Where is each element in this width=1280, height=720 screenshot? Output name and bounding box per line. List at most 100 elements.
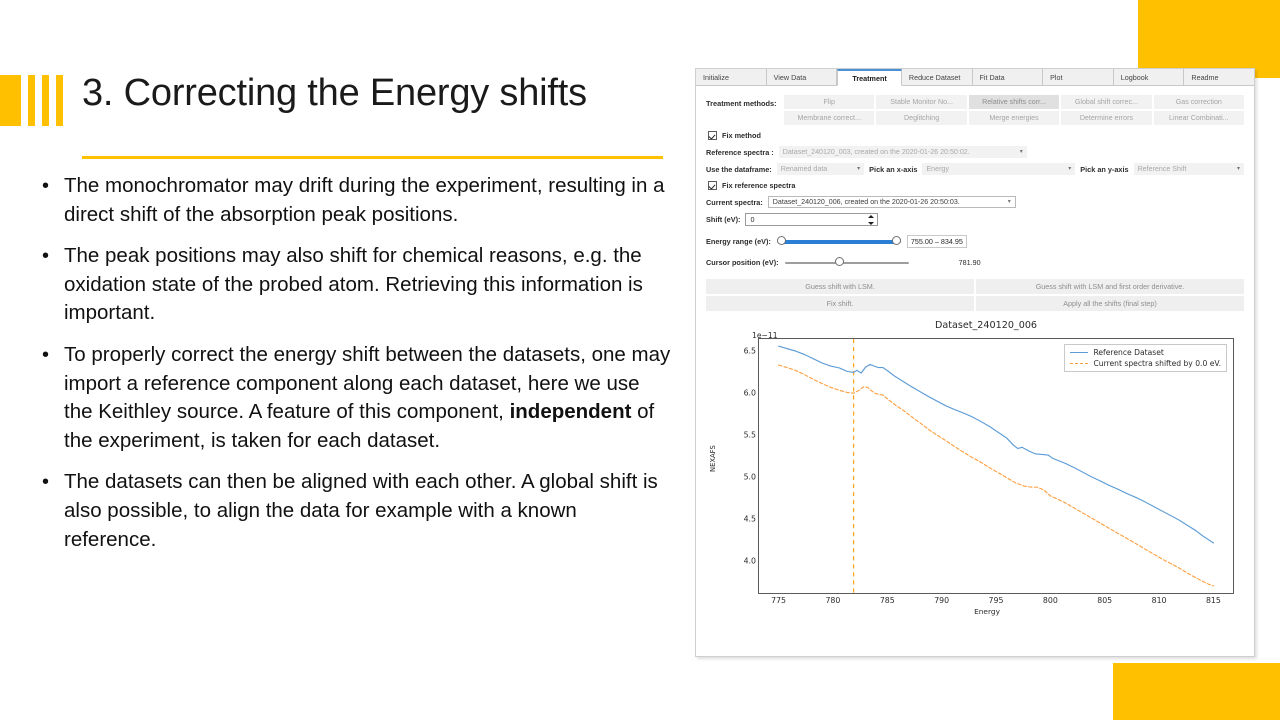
guess-shift-lsm-button[interactable]: Guess shift with LSM. <box>706 279 974 294</box>
bullet-text: The peak positions may also shift for ch… <box>64 244 643 325</box>
shift-row: Shift (eV): 0 <box>706 213 1244 226</box>
decorative-block-bottom-right <box>1113 663 1280 720</box>
dataframe-value: Renamed data <box>780 165 828 173</box>
cursor-position-value: 781.90 <box>958 258 981 267</box>
x-axis-select[interactable]: Energy ▾ <box>922 163 1076 175</box>
chart-x-tick-label: 775 <box>771 596 787 605</box>
stepper-arrows[interactable] <box>867 215 875 225</box>
current-spectra-value: Dataset_240120_006, created on the 2020-… <box>772 198 960 206</box>
apply-all-shifts-button[interactable]: Apply all the shifts (final step) <box>976 296 1244 311</box>
treatment-panel: Treatment methods: Flip Stable Monitor N… <box>696 86 1254 616</box>
chart-series-canvas <box>777 339 1215 593</box>
method-button-deglitching[interactable]: Deglitching <box>876 111 967 125</box>
tab-reduce-dataset[interactable]: Reduce Dataset <box>901 69 973 85</box>
method-button-flip[interactable]: Flip <box>784 95 875 109</box>
treatment-methods-label: Treatment methods: <box>706 99 777 108</box>
reference-spectra-row: Reference spectra : Dataset_240120_003, … <box>706 146 1244 158</box>
accent-bar <box>56 75 63 126</box>
method-button-global-shift-correction[interactable]: Global shift correc... <box>1061 95 1152 109</box>
bullet-text-tail: of the experiment, is taken for each dat… <box>64 400 655 452</box>
bullet-emphasis: independent <box>509 400 632 424</box>
method-button-merge-energies[interactable]: Merge energies <box>968 111 1060 125</box>
legend-label: Reference Dataset <box>1093 348 1164 357</box>
energy-range-slider[interactable] <box>776 236 901 247</box>
chart-y-tick-label: 6.0 <box>743 388 756 398</box>
chart-y-tick-label: 4.0 <box>743 556 756 566</box>
fix-method-row[interactable]: Fix method <box>708 131 1244 140</box>
bullet-dot-icon: • <box>42 245 50 268</box>
list-item: • The peak positions may also shift for c… <box>36 242 672 328</box>
chart-x-tick-label: 795 <box>988 596 1004 605</box>
chart-x-tick-label: 815 <box>1205 596 1221 605</box>
reference-spectra-select[interactable]: Dataset_240120_003, created on the 2020-… <box>778 146 1027 158</box>
slider-selected-range <box>782 239 895 244</box>
chevron-down-icon: ▾ <box>1019 149 1023 155</box>
dataframe-label: Use the dataframe: <box>706 164 772 174</box>
chart-x-axis-label: Energy <box>974 607 1000 616</box>
tab-view-data[interactable]: View Data <box>766 69 838 85</box>
chevron-down-icon: ▾ <box>857 166 861 172</box>
bullet-list: • The monochromator may drift during the … <box>36 172 672 567</box>
tab-plot[interactable]: Plot <box>1043 69 1114 85</box>
action-row-2: Fix shift. Apply all the shifts (final s… <box>706 296 1244 311</box>
list-item: • To properly correct the energy shift be… <box>36 341 672 455</box>
spectra-chart: Dataset_240120_006 1e−11 NEXAFS 4.0 4.5 5.… <box>706 320 1244 616</box>
legend-item: Reference Dataset <box>1070 348 1221 357</box>
current-spectra-label: Current spectra: <box>706 197 763 207</box>
action-buttons: Guess shift with LSM. Guess shift with L… <box>706 279 1244 311</box>
cursor-position-label: Cursor position (eV): <box>706 258 779 267</box>
treatment-methods-line-2: Membrane correct... Deglitching Merge en… <box>784 111 1245 125</box>
legend-swatch-reference <box>1070 352 1089 353</box>
accent-bar <box>0 75 21 126</box>
y-axis-label: Pick an y-axis <box>1080 164 1129 174</box>
current-spectra-select[interactable]: Dataset_240120_006, created on the 2020-… <box>767 196 1016 208</box>
slider-handle-high[interactable] <box>891 236 901 245</box>
guess-shift-lsm-derivative-button[interactable]: Guess shift with LSM and first order der… <box>976 279 1244 294</box>
y-axis-value: Reference Shift <box>1137 165 1187 173</box>
accent-bar <box>28 75 35 126</box>
chevron-down-icon: ▾ <box>1068 166 1072 172</box>
slider-handle-low[interactable] <box>776 236 786 245</box>
cursor-position-slider[interactable] <box>784 257 909 268</box>
fix-shift-button[interactable]: Fix shift. <box>706 296 974 311</box>
chart-y-tick-label: 6.5 <box>743 346 756 356</box>
chevron-down-icon: ▾ <box>1236 166 1240 172</box>
chart-x-tick-label: 805 <box>1097 596 1113 605</box>
current-spectra-row: Current spectra: Dataset_240120_006, cre… <box>706 196 1244 208</box>
bullet-dot-icon: • <box>42 343 50 366</box>
chart-y-tick-label: 4.5 <box>743 514 756 524</box>
legend-item: Current spectra shifted by 0.0 eV. <box>1070 359 1221 368</box>
decorative-block-top-right <box>1138 0 1280 78</box>
y-axis-select[interactable]: Reference Shift ▾ <box>1133 163 1244 175</box>
fix-reference-spectra-row[interactable]: Fix reference spectra <box>708 181 1244 190</box>
dataframe-axes-row: Use the dataframe: Renamed data ▾ Pick a… <box>706 163 1244 175</box>
chart-y-tick-label: 5.5 <box>743 430 756 440</box>
method-button-relative-shifts-correction[interactable]: Relative shifts corr... <box>968 95 1060 109</box>
checkbox-checked-icon[interactable] <box>708 181 717 190</box>
tab-treatment[interactable]: Treatment <box>837 69 902 86</box>
tab-readme[interactable]: Readme <box>1184 69 1254 85</box>
shift-stepper[interactable]: 0 <box>745 213 879 226</box>
bullet-text: The monochromator may drift during the e… <box>64 174 665 226</box>
chevron-down-icon: ▾ <box>1007 199 1011 205</box>
method-button-stable-monitor-normalization[interactable]: Stable Monitor No... <box>876 95 967 109</box>
stepper-up-icon[interactable] <box>868 215 875 218</box>
method-button-determine-errors[interactable]: Determine errors <box>1061 111 1152 125</box>
accent-bar <box>42 75 49 126</box>
chart-y-tick-label: 5.0 <box>743 472 756 482</box>
chart-x-tick-label: 780 <box>825 596 841 605</box>
tab-bar: Initialize View Data Treatment Reduce Da… <box>696 69 1254 86</box>
tab-logbook[interactable]: Logbook <box>1113 69 1185 85</box>
cursor-position-row: Cursor position (eV): 781.90 <box>706 257 1244 268</box>
treatment-methods-grid: Flip Stable Monitor No... Relative shift… <box>784 95 1245 125</box>
tab-fit-data[interactable]: Fit Data <box>972 69 1044 85</box>
slider-handle[interactable] <box>834 257 844 266</box>
method-button-membrane-correction[interactable]: Membrane correct... <box>784 111 875 125</box>
method-button-linear-combination[interactable]: Linear Combinati... <box>1153 111 1245 125</box>
chart-plot-area: 4.0 4.5 5.0 5.5 6.0 6.5 775 780 785 790 795 800 805… <box>744 338 1234 605</box>
stepper-down-icon[interactable] <box>868 222 875 225</box>
method-button-gas-correction[interactable]: Gas correction <box>1153 95 1245 109</box>
tab-initialize[interactable]: Initialize <box>696 69 767 85</box>
dataframe-select[interactable]: Renamed data ▾ <box>776 163 865 175</box>
checkbox-checked-icon[interactable] <box>708 131 717 140</box>
